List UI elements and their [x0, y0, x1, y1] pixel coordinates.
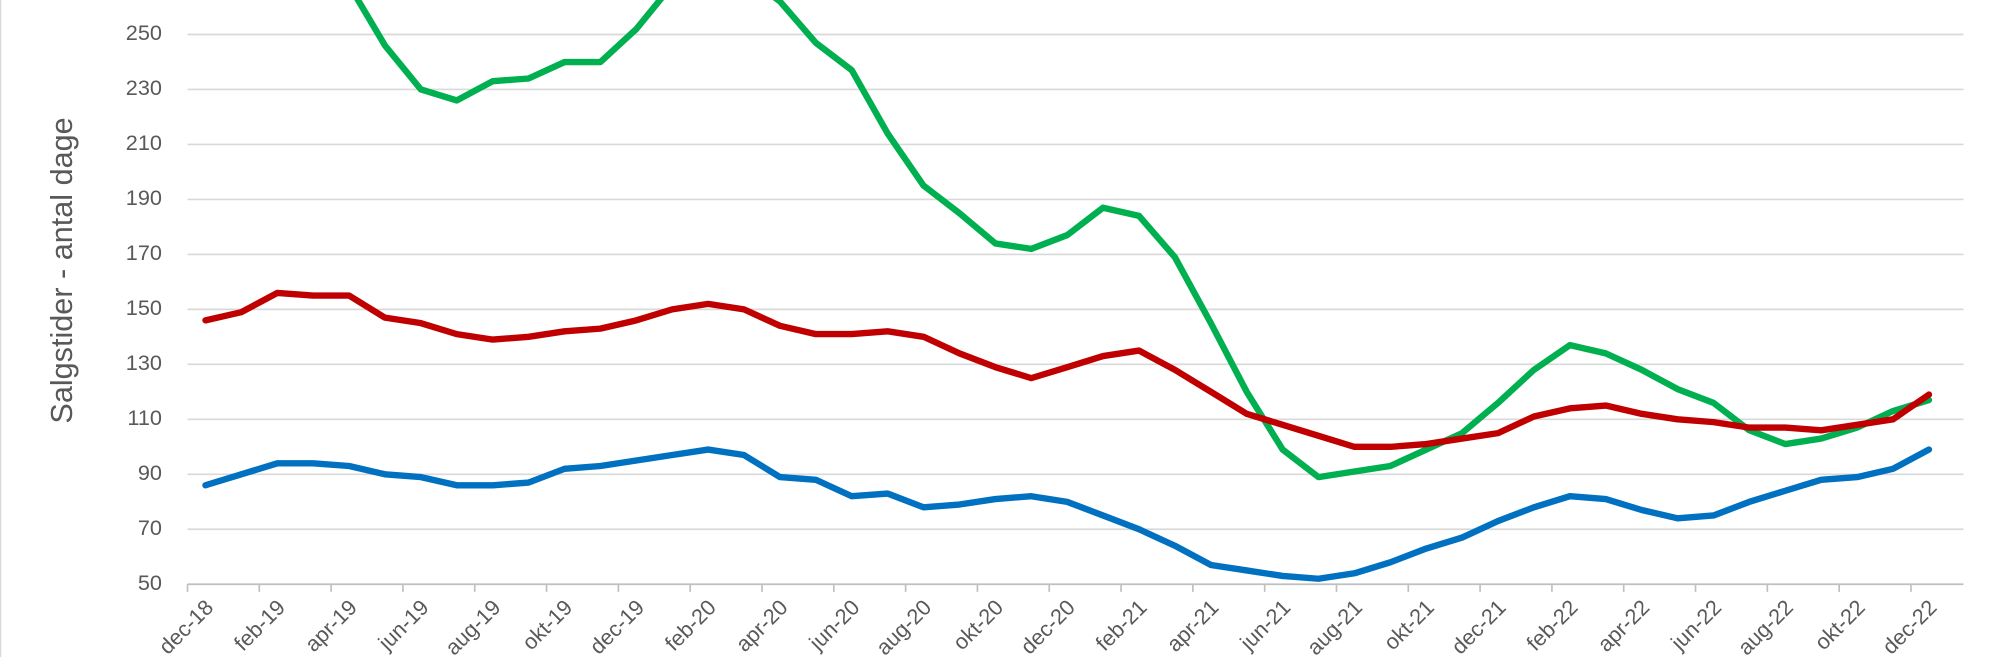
line-series: [202, 446, 1933, 582]
y-tick-label: 50: [138, 570, 162, 595]
line-series: [354, 0, 1933, 481]
y-tick-label: 110: [127, 405, 162, 430]
y-tick-label: 90: [138, 460, 162, 485]
y-tick-label: 210: [126, 130, 162, 155]
y-tick-label: 250: [126, 20, 162, 45]
y-tick-label: 130: [126, 350, 162, 375]
y-tick-label: 70: [138, 515, 162, 540]
y-tick-label: 230: [126, 75, 162, 100]
y-axis-label: Salgstider - antal dage: [45, 117, 79, 423]
y-tick-label: 150: [126, 295, 162, 320]
y-tick-label: 170: [126, 240, 162, 265]
y-tick-label: 190: [126, 185, 162, 210]
line-series: [202, 289, 1933, 451]
